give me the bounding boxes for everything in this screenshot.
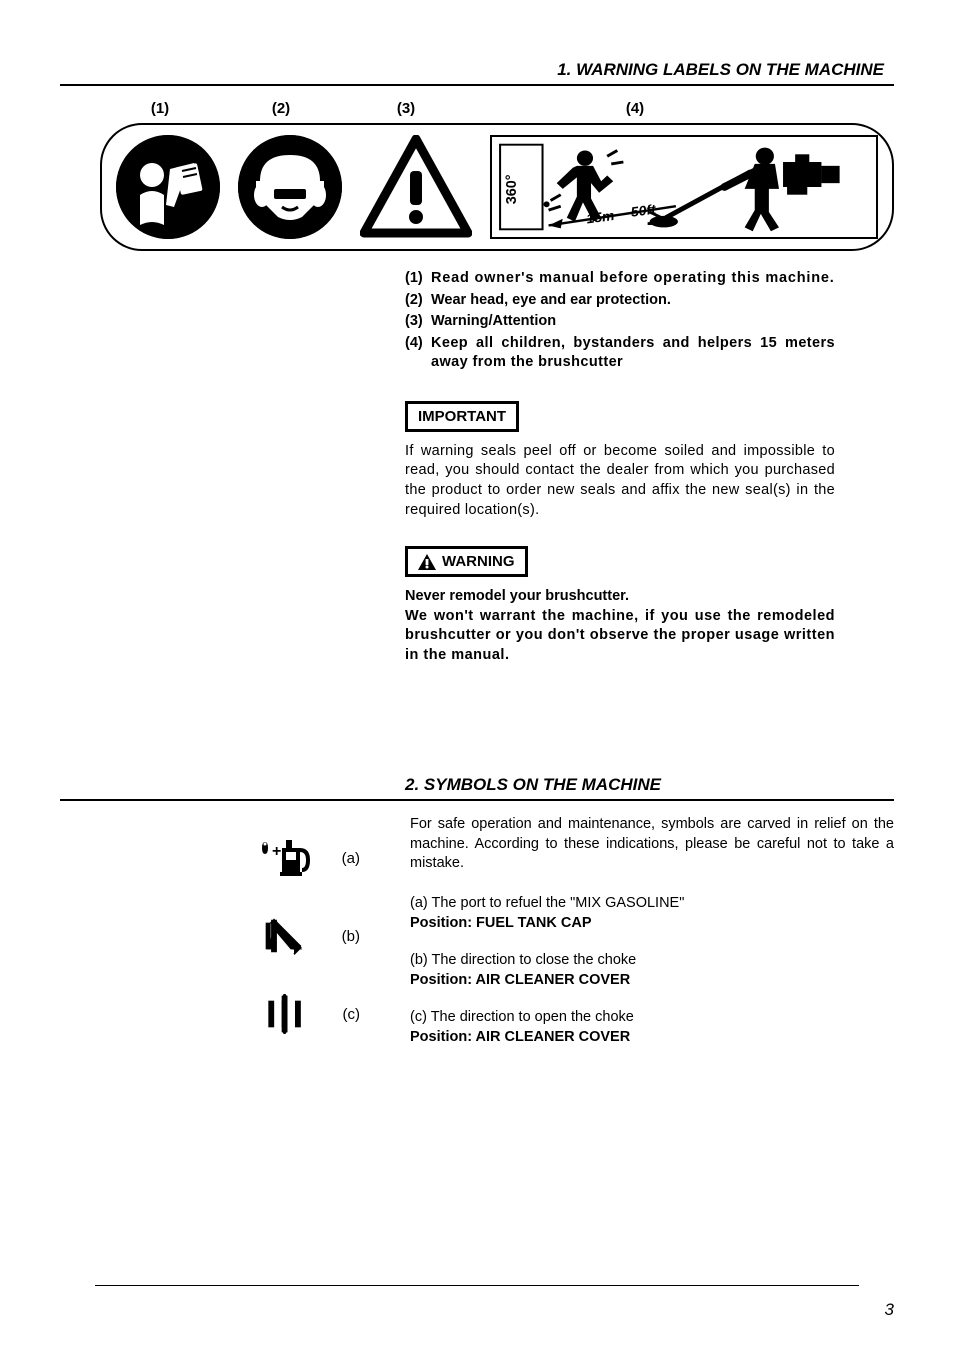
def-item-2: (2) Wear head, eye and ear protection. — [405, 291, 835, 311]
warning-line2: We won't warrant the machine, if you use… — [405, 607, 835, 666]
section-1-title: 1. WARNING LABELS ON THE MACHINE — [60, 60, 894, 80]
symbols-text-column: For safe operation and maintenance, symb… — [410, 815, 894, 1065]
warning-line1: Never remodel your brushcutter. — [405, 587, 835, 607]
def-num: (3) — [405, 312, 431, 332]
label-num-3: (3) — [342, 100, 470, 117]
section-1-text-column: (1) Read owner's manual before operating… — [405, 269, 835, 665]
section-2-title: 2. SYMBOLS ON THE MACHINE — [60, 775, 894, 795]
warning-label-text: WARNING — [442, 553, 515, 570]
def-num: (4) — [405, 334, 431, 373]
section-2-intro: For safe operation and maintenance, symb… — [410, 815, 894, 874]
def-num: (1) — [405, 269, 431, 289]
warning-label-figure: 360° — [100, 123, 894, 251]
ppe-icon — [238, 135, 342, 239]
symbol-a-pos: Position: FUEL TANK CAP — [410, 914, 894, 934]
label-num-4: (4) — [470, 100, 800, 117]
figure-label-row: (1) (2) (3) (4) — [60, 100, 894, 117]
symbols-glyph-column: + (a) — [60, 815, 360, 1065]
symbol-b-desc: (b) The direction to close the choke — [410, 951, 894, 971]
symbol-c-desc: (c) The direction to open the choke — [410, 1008, 894, 1028]
symbol-a-desc: (a) The port to refuel the "MIX GASOLINE… — [410, 894, 894, 914]
def-text: Read owner's manual before operating thi… — [431, 269, 835, 289]
symbol-a-block: (a) The port to refuel the "MIX GASOLINE… — [410, 894, 894, 933]
symbol-letter-c: (c) — [343, 1006, 361, 1023]
dist-ft: 50ft — [630, 202, 658, 220]
symbol-letter-b: (b) — [342, 928, 360, 945]
symbol-c-block: (c) The direction to open the choke Posi… — [410, 1008, 894, 1047]
def-item-1: (1) Read owner's manual before operating… — [405, 269, 835, 289]
symbol-c-pos: Position: AIR CLEANER COVER — [410, 1028, 894, 1048]
choke-open-icon — [257, 990, 313, 1038]
fuel-icon: + — [256, 834, 312, 882]
keepaway-icon: 360° — [490, 135, 878, 239]
page-number: 3 — [885, 1300, 894, 1320]
symbol-letter-a: (a) — [342, 850, 360, 867]
def-item-3: (3) Warning/Attention — [405, 312, 835, 332]
symbol-row-c: (c) — [60, 975, 360, 1053]
warning-triangle-icon — [360, 135, 472, 239]
def-text: Keep all children, bystanders and helper… — [431, 334, 835, 373]
def-text: Wear head, eye and ear protection. — [431, 291, 835, 311]
warning-box: WARNING — [405, 546, 528, 577]
symbol-row-b: (b) — [60, 897, 360, 975]
symbol-row-a: + (a) — [60, 819, 360, 897]
choke-close-icon — [256, 912, 312, 960]
svg-text:+: + — [272, 843, 281, 860]
label-num-1: (1) — [100, 100, 220, 117]
read-manual-icon — [116, 135, 220, 239]
dist-m: 15m — [585, 208, 615, 226]
def-item-4: (4) Keep all children, bystanders and he… — [405, 334, 835, 373]
important-text: If warning seals peel off or become soil… — [405, 442, 835, 520]
def-text: Warning/Attention — [431, 312, 835, 332]
symbol-b-pos: Position: AIR CLEANER COVER — [410, 971, 894, 991]
angle-text: 360° — [504, 174, 520, 204]
symbol-b-block: (b) The direction to close the choke Pos… — [410, 951, 894, 990]
def-num: (2) — [405, 291, 431, 311]
section-2-rule — [60, 799, 894, 801]
warning-triangle-small-icon — [418, 554, 436, 570]
label-num-2: (2) — [220, 100, 342, 117]
definition-list: (1) Read owner's manual before operating… — [405, 269, 835, 373]
symbols-area: + (a) — [60, 815, 894, 1065]
footer-rule — [95, 1285, 859, 1286]
section-1-rule — [60, 84, 894, 86]
important-box: IMPORTANT — [405, 401, 519, 432]
